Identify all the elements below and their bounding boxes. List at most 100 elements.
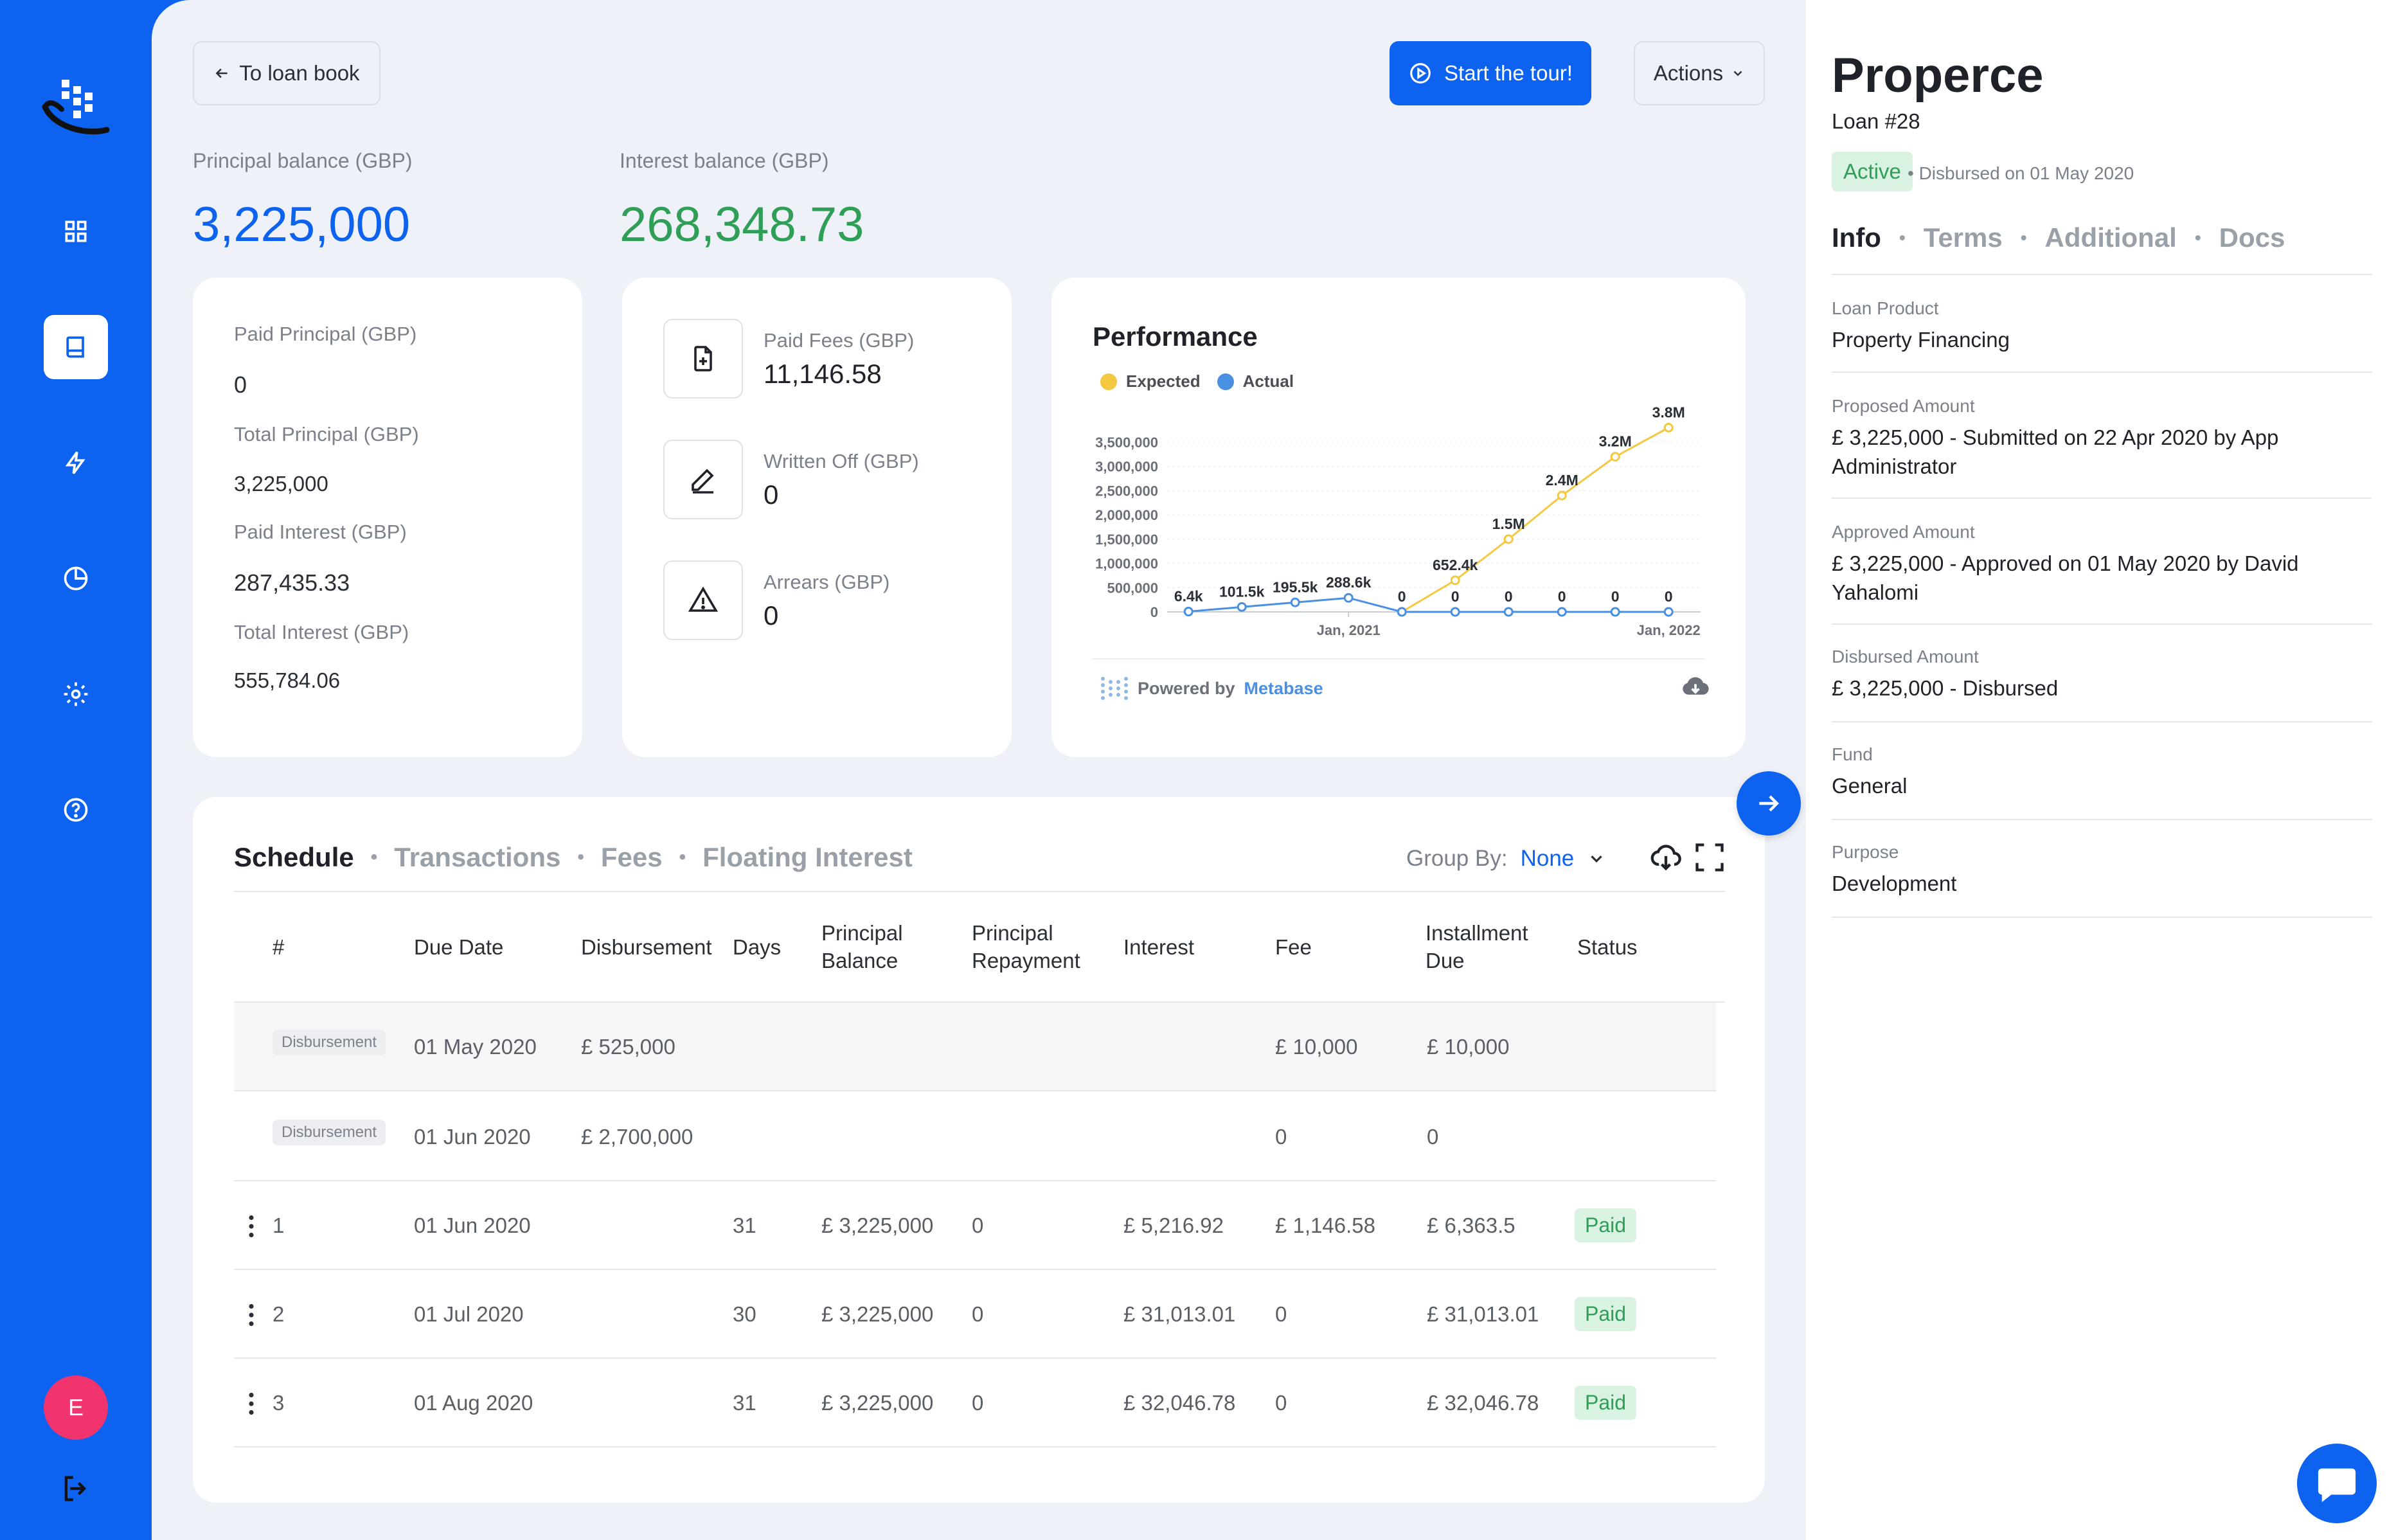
arrow-left-icon [216,68,228,78]
tab-floating-interest[interactable]: Floating Interest [702,842,913,872]
main-content: To loan book Start the tour! Actions Pri… [152,0,1834,1540]
nav-reports[interactable] [44,546,108,611]
user-avatar[interactable]: E [44,1375,108,1440]
cell-days: 31 [733,1213,756,1237]
cell-due-date: 01 Jun 2020 [414,1125,531,1149]
cell-disbursement: £ 525,000 [581,1035,675,1059]
cell-due-date: 01 May 2020 [414,1035,537,1059]
download-icon[interactable] [1649,841,1683,874]
next-arrow-button[interactable] [1737,771,1801,836]
metabase-logo-icon [1101,677,1128,700]
actual-point [1183,607,1194,617]
tab-terms[interactable]: Terms [1923,222,2003,253]
legend-actual[interactable]: Actual [1217,372,1294,391]
chat-button[interactable] [2297,1444,2377,1523]
disbursed-note: • Disbursed on 01 May 2020 [1908,163,2134,183]
tab-additional[interactable]: Additional [2044,222,2177,253]
metabase-link[interactable]: Metabase [1244,678,1323,698]
row-menu-icon[interactable] [248,1215,255,1238]
col-disbursement: Disbursement [581,935,712,959]
tab-fees[interactable]: Fees [600,842,663,872]
fullscreen-icon[interactable] [1693,841,1726,874]
expected-point [1557,490,1567,501]
table-row[interactable]: 3 01 Aug 2020 31 £ 3,225,000 0 £ 32,046.… [234,1359,1716,1447]
nav-settings[interactable] [44,662,108,726]
help-circle-icon [64,798,88,822]
y-tick-label: 500,000 [1107,580,1158,596]
panel-divider [1832,372,2372,373]
cell-due-date: 01 Jun 2020 [414,1213,531,1237]
cloud-download-icon[interactable] [1681,674,1710,699]
col-principal-balance: Principal Balance [821,919,903,974]
panel-tabs: Info • Terms • Additional • Docs [1832,222,2285,253]
tab-docs[interactable]: Docs [2219,222,2285,253]
logout-icon[interactable] [59,1472,93,1505]
play-circle-icon [1410,63,1431,84]
table-row[interactable]: 2 01 Jul 2020 30 £ 3,225,000 0 £ 31,013.… [234,1270,1716,1359]
y-tick-label: 2,500,000 [1095,483,1158,499]
tab-schedule[interactable]: Schedule [234,842,354,872]
y-tick-label: 3,000,000 [1095,459,1158,475]
actual-point [1237,602,1247,612]
group-by-select[interactable]: Group By: None [1406,846,1606,872]
y-tick-label: 0 [1150,604,1158,620]
col-status: Status [1577,935,1638,959]
cell-num: 3 [273,1391,285,1415]
panel-divider [1832,623,2372,625]
header-divider [234,891,1725,892]
powered-by-metabase[interactable]: Powered by Metabase [1100,676,1323,701]
tab-info[interactable]: Info [1832,222,1881,253]
pencil-icon [692,469,714,494]
panel-divider [1832,917,2372,918]
back-to-loan-book-button[interactable]: To loan book [193,41,380,105]
col-num: # [273,935,285,959]
chevron-down-icon [1733,71,1742,76]
schedule-tabs: Schedule • Transactions • Fees • Floatin… [234,842,913,873]
tab-separator: • [577,846,584,868]
data-label: 101.5k [1219,583,1265,600]
data-label: 3.2M [1599,433,1632,450]
actions-dropdown[interactable]: Actions [1634,41,1765,105]
cell-days: 30 [733,1302,756,1326]
total-principal-label: Total Principal (GBP) [234,423,419,445]
start-tour-button[interactable]: Start the tour! [1390,41,1591,105]
arrears-value: 0 [764,600,779,631]
chevron-down-icon [1591,855,1602,863]
col-interest: Interest [1123,935,1195,959]
total-interest-value: 555,784.06 [234,668,341,692]
nav-loan-book[interactable] [44,315,108,379]
cell-interest: £ 5,216.92 [1123,1213,1224,1237]
cell-installment-due: 0 [1427,1125,1439,1149]
cell-installment-due: £ 32,046.78 [1427,1391,1539,1415]
cell-fee: 0 [1275,1125,1287,1149]
col-principal-balance-line2: Balance [821,949,899,972]
header-bottom-divider [234,1001,1725,1003]
tab-separator: • [2020,228,2027,247]
cell-fee: £ 10,000 [1275,1035,1358,1059]
warning-triangle-icon [688,586,719,612]
table-row[interactable]: 1 01 Jun 2020 31 £ 3,225,000 0 £ 5,216.9… [234,1181,1716,1270]
legend-expected[interactable]: Expected [1100,372,1201,391]
powered-by-label: Powered by [1138,678,1235,698]
y-tick-label: 1,500,000 [1095,532,1158,548]
principal-balance-label: Principal balance (GBP) [193,149,413,172]
nav-dashboard[interactable] [44,199,108,264]
data-label: 652.4k [1433,557,1478,573]
app-logo-icon[interactable] [40,75,112,139]
data-label: 0 [1558,588,1566,605]
group-by-label: Group By: [1406,846,1508,871]
nav-activity[interactable] [44,431,108,495]
legend-expected-swatch [1100,373,1117,390]
y-tick-label: 3,500,000 [1095,434,1158,451]
legend-actual-swatch [1217,373,1234,390]
table-row[interactable]: Disbursement 01 Jun 2020 £ 2,700,000 0 0 [234,1093,1716,1181]
row-menu-icon[interactable] [248,1303,255,1327]
table-row[interactable]: Disbursement 01 May 2020 £ 525,000 £ 10,… [234,1003,1716,1091]
nav-help[interactable] [44,778,108,842]
data-label: 0 [1451,588,1460,605]
col-principal-repayment: Principal Repayment [972,919,1080,974]
tab-transactions[interactable]: Transactions [394,842,561,872]
principal-balance-value: 3,225,000 [193,197,411,252]
purpose-label: Purpose [1832,842,1899,862]
row-menu-icon[interactable] [248,1392,255,1415]
